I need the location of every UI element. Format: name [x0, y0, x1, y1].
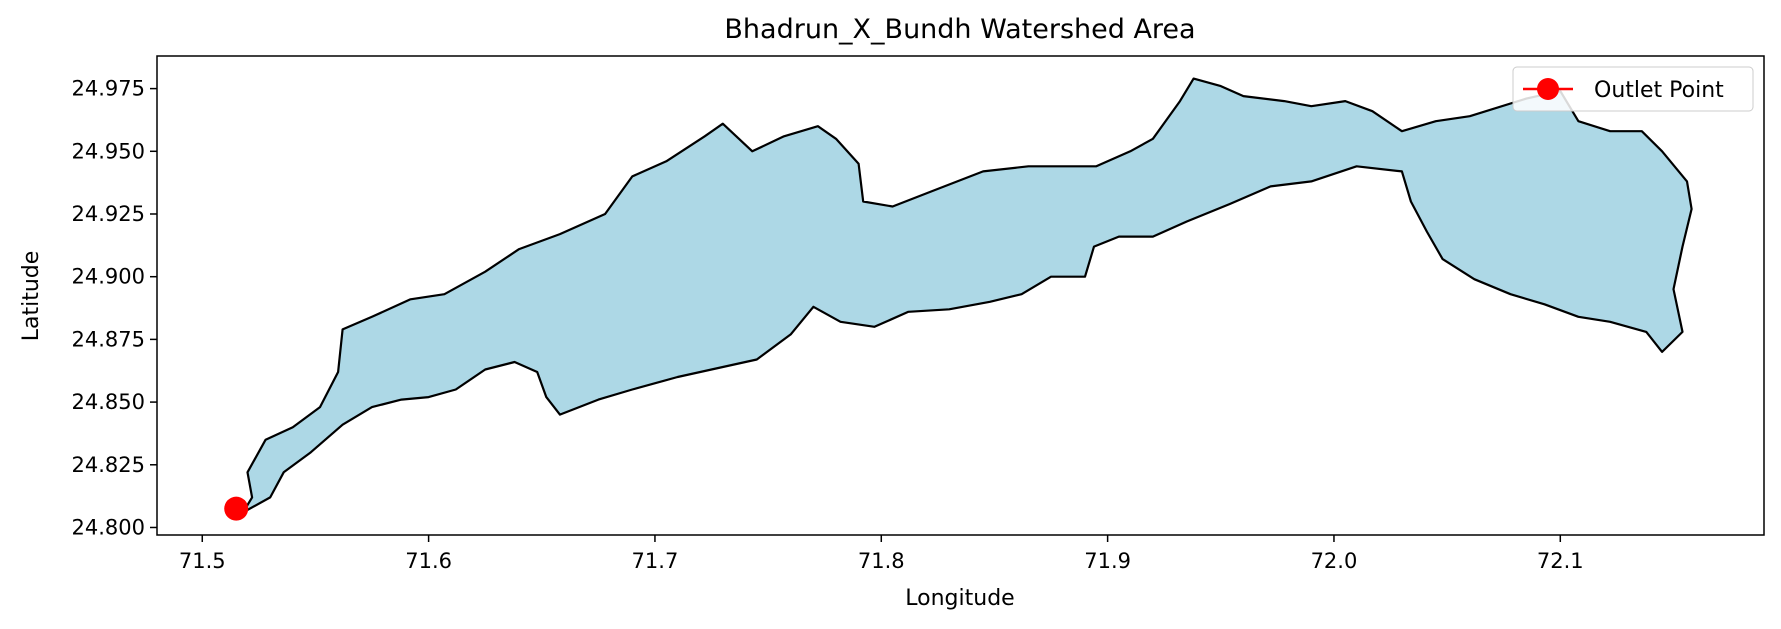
- y-tick-label: 24.950: [72, 139, 145, 163]
- y-tick-label: 24.925: [72, 202, 145, 226]
- y-tick-label: 24.900: [72, 265, 145, 289]
- y-axis-label: Latitude: [19, 251, 44, 342]
- y-tick-label: 24.825: [72, 453, 145, 477]
- outlet-point-marker: [224, 496, 249, 521]
- y-axis-ticks: 24.800 24.825 24.850 24.875 24.900 24.925 24.9…: [72, 77, 157, 539]
- watershed-polygon: [241, 77, 1693, 514]
- x-tick-label: 72.0: [1311, 549, 1358, 573]
- x-tick-label: 72.1: [1537, 549, 1584, 573]
- y-tick-label: 24.800: [72, 515, 145, 539]
- legend: Outlet Point: [1512, 66, 1754, 112]
- x-axis-label: Longitude: [905, 586, 1014, 611]
- x-axis-ticks: 71.5 71.6 71.7 71.8 71.9 72.0 72.1: [179, 535, 1584, 573]
- legend-box: [1512, 66, 1754, 112]
- plot-area: [224, 77, 1693, 521]
- plot-frame: [156, 55, 1765, 536]
- x-tick-label: 71.5: [179, 549, 226, 573]
- x-tick-label: 71.7: [632, 549, 679, 573]
- y-tick-label: 24.850: [72, 390, 145, 414]
- chart-title: Bhadrun_X_Bundh Watershed Area: [724, 14, 1195, 45]
- y-tick-label: 24.875: [72, 327, 145, 351]
- y-tick-label: 24.975: [72, 77, 145, 101]
- x-tick-label: 71.8: [858, 549, 905, 573]
- legend-marker-swatch: [1537, 78, 1559, 100]
- x-tick-label: 71.6: [405, 549, 452, 573]
- legend-label-outlet-point: Outlet Point: [1594, 78, 1724, 103]
- x-tick-label: 71.9: [1084, 549, 1131, 573]
